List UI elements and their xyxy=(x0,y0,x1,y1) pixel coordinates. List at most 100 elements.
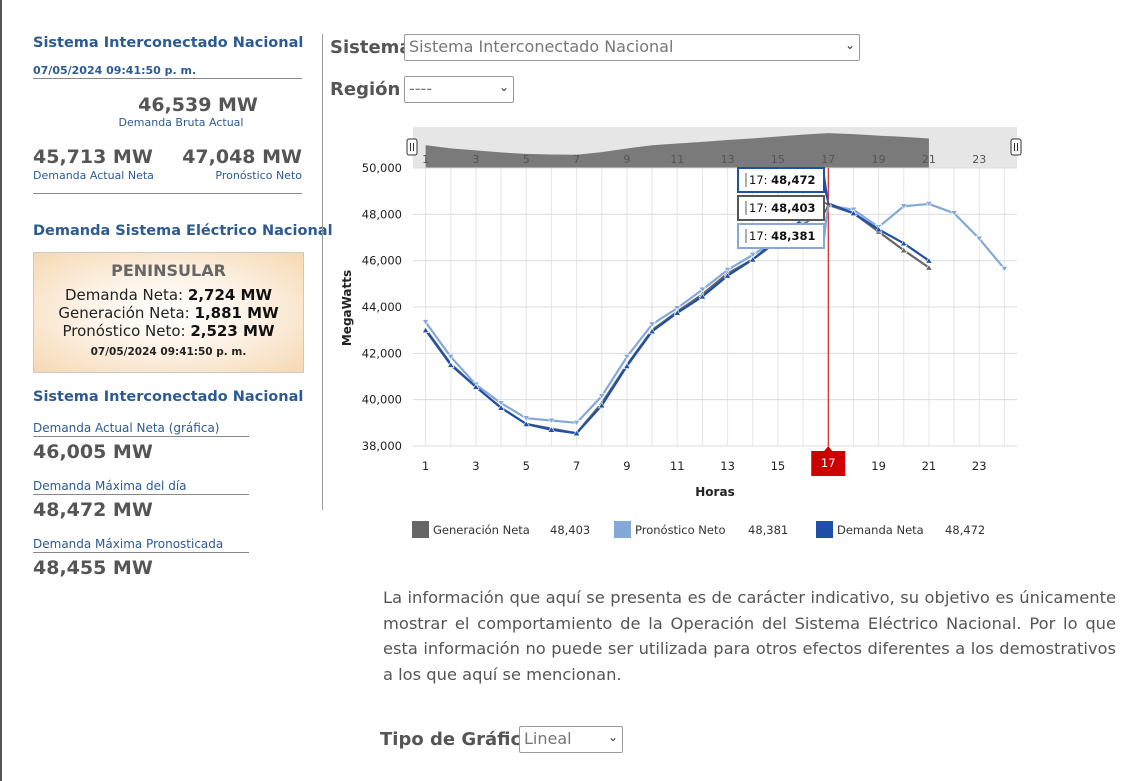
tooltip-pronostico-neto: 17: 48,381 xyxy=(737,205,829,249)
navigator-tick-label: 11 xyxy=(670,153,684,166)
x-tick-label: 15 xyxy=(771,459,786,473)
tipo-grafica-select[interactable]: Lineal ⌄ xyxy=(519,726,623,753)
data-point xyxy=(648,327,656,335)
data-point xyxy=(522,415,530,422)
chart-navigator[interactable]: 1 3 5 7 9 11 13 15 17 19 21 23 xyxy=(406,127,1022,168)
stat-label-demanda-maxima[interactable]: Demanda Máxima del día xyxy=(33,479,187,493)
navigator-area xyxy=(425,133,929,168)
peninsular-generacion: Generación Neta: 1,881 MW xyxy=(34,304,303,322)
demanda-bruta-value: 46,539 MW xyxy=(138,94,258,116)
tooltip-text: 17: 48,381 xyxy=(749,229,816,243)
x-tick-label: 21 xyxy=(922,459,937,473)
data-point xyxy=(497,404,505,411)
tooltip-text: 17: 48,403 xyxy=(749,201,816,215)
handle-box xyxy=(406,138,418,156)
navigator-tick-label: 5 xyxy=(523,153,530,166)
x-tick-label: 23 xyxy=(972,459,987,473)
y-tick-label: 50,000 xyxy=(362,161,402,175)
legend-label: Demanda Neta xyxy=(837,523,924,537)
x-tick-label: 11 xyxy=(670,459,685,473)
x-tick-label: 7 xyxy=(573,459,580,473)
data-point xyxy=(497,400,505,407)
peninsular-demanda: Demanda Neta: 2,724 MW xyxy=(34,286,303,304)
x-tick-label: 3 xyxy=(472,459,479,473)
y-tick-label: 40,000 xyxy=(362,393,402,407)
tooltip-box xyxy=(737,223,825,249)
data-point xyxy=(447,361,455,368)
data-point xyxy=(623,354,631,361)
disclaimer-text: La información que aquí se presenta es d… xyxy=(383,588,1116,684)
peninsular-pronostico: Pronóstico Neto: 2,523 MW xyxy=(34,322,303,340)
legend-label: Generación Neta xyxy=(433,523,530,537)
x-tick-label: 9 xyxy=(623,459,630,473)
chevron-down-icon: ⌄ xyxy=(607,730,618,744)
region-select-value: ---- xyxy=(409,79,433,98)
data-point xyxy=(723,272,732,279)
data-point xyxy=(648,321,656,328)
navigator-tick-label: 23 xyxy=(972,153,986,166)
peninsular-card: PENINSULAR Demanda Neta: 2,724 MW Genera… xyxy=(33,252,304,373)
region-select[interactable]: ---- ⌄ xyxy=(404,76,514,103)
x-tick-label: 5 xyxy=(523,459,530,473)
divider xyxy=(33,494,249,495)
peninsular-date: 07/05/2024 09:41:50 p. m. xyxy=(90,346,247,358)
data-point xyxy=(547,426,556,433)
navigator-tick-label: 21 xyxy=(922,153,936,166)
demanda-bruta-caption: Demanda Bruta Actual xyxy=(118,116,244,129)
navigator-tick-label: 17 xyxy=(821,153,835,166)
stat-label-demanda-actual[interactable]: Demanda Actual Neta (gráfica) xyxy=(33,421,220,435)
x-axis-title: Horas xyxy=(695,485,734,499)
tipo-grafica-select-value: Lineal xyxy=(524,729,572,748)
sistema-select[interactable]: Sistema Interconectado Nacional ⌄ xyxy=(404,34,860,61)
legend-swatch xyxy=(816,521,833,538)
y-tick-label: 42,000 xyxy=(362,346,402,360)
navigator-tick-label: 7 xyxy=(573,153,580,166)
data-point xyxy=(598,393,606,400)
crosshair-label-box xyxy=(811,451,846,476)
chart-grid: 38,000 40,000 42,000 44,000 46,000 48,000 50,0… xyxy=(362,161,1017,473)
data-point xyxy=(572,429,581,437)
handle-box xyxy=(1010,138,1022,156)
demanda-neta-value: 45,713 MW xyxy=(33,146,153,168)
demand-chart: 1 3 5 7 9 11 13 15 17 19 21 23 38,00040,00042,00044… xyxy=(340,127,1022,499)
divider xyxy=(33,78,302,79)
data-point xyxy=(900,246,908,254)
data-point xyxy=(472,383,480,390)
y-tick-label: 38,000 xyxy=(362,439,402,453)
sistema-label: Sistema xyxy=(330,37,412,58)
data-point xyxy=(572,420,581,427)
data-point xyxy=(950,210,958,217)
stat-label-maxima-pronosticada[interactable]: Demanda Máxima Pronosticada xyxy=(33,537,224,551)
chevron-down-icon: ⌄ xyxy=(498,80,509,94)
navigator-handle[interactable] xyxy=(406,138,418,156)
tipo-grafica-label: Tipo de Gráfica xyxy=(380,729,534,750)
divider xyxy=(33,436,249,437)
legend-label: Pronóstico Neto xyxy=(635,523,726,537)
divider xyxy=(33,552,249,553)
y-axis-title: MegaWatts xyxy=(340,270,354,346)
pronostico-value: 47,048 MW xyxy=(182,146,302,168)
data-point xyxy=(925,257,933,264)
chevron-down-icon: ⌄ xyxy=(844,38,855,52)
navigator-handle[interactable] xyxy=(1010,138,1022,156)
data-point xyxy=(900,203,908,210)
navigator-tick-label: 13 xyxy=(721,153,735,166)
data-point xyxy=(975,235,983,243)
data-point xyxy=(874,225,883,233)
label: Demanda Neta: xyxy=(64,286,188,304)
data-point xyxy=(900,239,908,247)
navigator-tick-label: 19 xyxy=(872,153,886,166)
data-point xyxy=(598,401,606,409)
data-point xyxy=(547,417,556,425)
data-point xyxy=(698,292,707,300)
sin-date: 07/05/2024 09:41:50 p. m. xyxy=(33,64,197,77)
navigator-tick-label: 1 xyxy=(422,153,429,166)
x-tick-label: 19 xyxy=(871,459,886,473)
legend-swatch xyxy=(412,521,429,538)
series-demanda-neta xyxy=(421,199,933,437)
tooltip-demanda-neta: 17: 48,472 xyxy=(737,167,829,204)
data-point xyxy=(623,362,631,369)
sin-title: Sistema Interconectado Nacional xyxy=(33,35,304,51)
column-divider xyxy=(322,34,323,510)
legend-swatch xyxy=(614,521,631,538)
